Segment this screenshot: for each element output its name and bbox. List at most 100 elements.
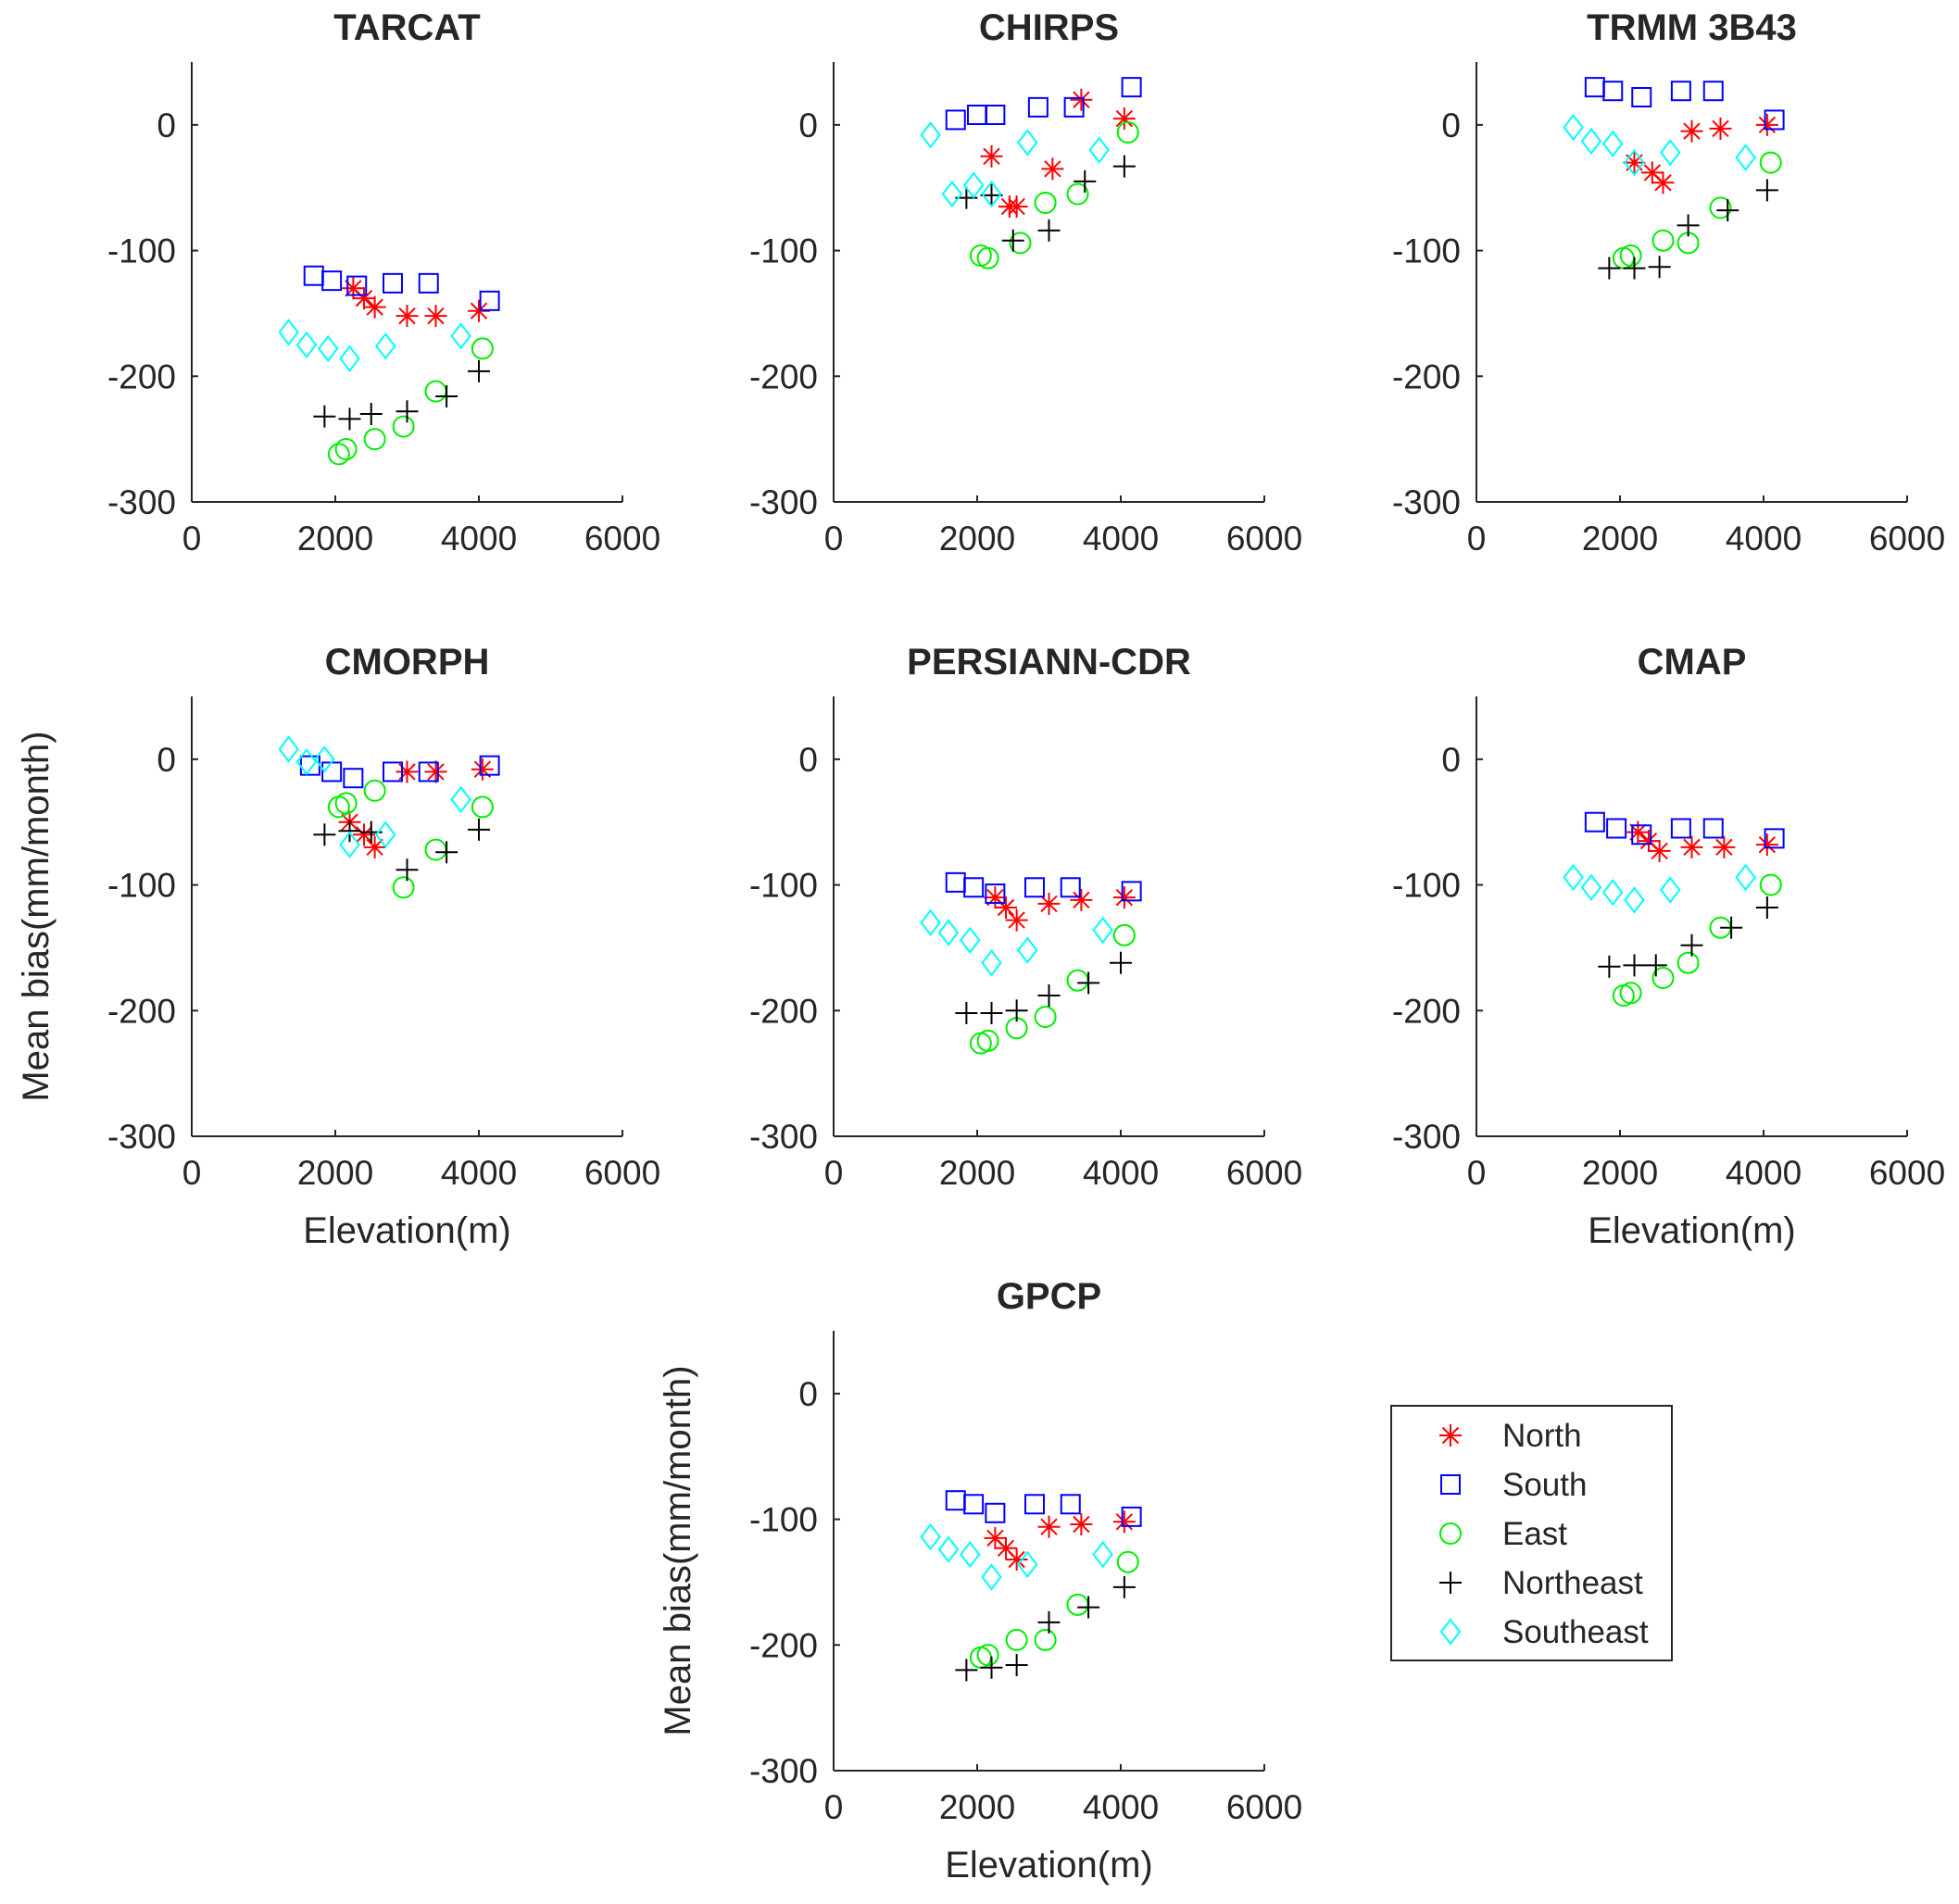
data-point-north [1005,1548,1028,1571]
x-tick-label: 6000 [1226,1788,1302,1826]
data-point-south [1060,1494,1081,1515]
data-point-northeast [1037,219,1061,242]
panel-title: TRMM 3B43 [1587,7,1797,48]
legend-label: East [1502,1516,1567,1552]
y-tick-label: -100 [107,867,176,905]
data-point-east [1759,873,1782,896]
series-south [303,265,500,311]
series-northeast [1598,896,1778,978]
y-tick-label: -100 [107,232,176,270]
data-point-north [1112,1510,1136,1534]
legend: North South East Northeast Southeast [1390,1405,1673,1661]
data-point-south [383,761,403,783]
data-point-east [1676,951,1700,974]
data-point-north [1112,107,1136,131]
data-point-north [1713,835,1736,858]
data-point-east [1116,121,1139,144]
data-point-south [303,265,324,286]
data-point-northeast [1598,955,1621,978]
data-point-east [1009,232,1032,255]
data-point-southeast [981,1563,1002,1591]
data-point-northeast [1037,1610,1061,1634]
data-point-southeast [450,322,471,350]
series-southeast [1563,863,1756,914]
data-point-northeast [1001,229,1024,252]
y-tick-label: -200 [107,357,176,395]
data-point-north [1070,1513,1093,1535]
series-southeast [920,1522,1113,1591]
data-point-northeast [313,405,336,428]
data-point-north [1005,195,1028,219]
data-point-southeast [941,180,963,208]
data-point-northeast [313,823,336,846]
series-north [984,886,1136,932]
series-northeast [1598,179,1778,280]
data-point-southeast [1016,936,1038,964]
data-point-south [1121,881,1142,902]
x-axis-label: Elevation(m) [945,1845,1153,1885]
y-tick-label: -300 [107,483,176,521]
data-point-south [1027,96,1049,118]
series-southeast [278,735,471,858]
data-point-south [963,877,985,898]
data-point-southeast [1601,879,1624,907]
data-point-northeast [338,407,361,431]
data-point-east [1066,1593,1089,1616]
series-east [1612,873,1782,1007]
x-tick-label: 6000 [1226,520,1302,557]
y-tick-label: -100 [1392,867,1461,905]
series-north [984,1510,1136,1571]
data-point-north [1651,171,1675,194]
y-tick-label: -100 [749,232,818,270]
y-tick-label: -300 [749,1752,818,1790]
data-point-northeast [338,820,361,843]
x-tick-label: 4000 [1083,1154,1159,1192]
x-tick-label: 2000 [939,520,1015,557]
x-tick-label: 0 [824,1788,844,1826]
data-point-southeast [1735,144,1756,171]
data-point-north [396,760,419,783]
north-marker [1439,1424,1462,1447]
data-point-northeast [1005,1654,1028,1676]
data-point-northeast [955,1659,978,1682]
y-tick-label: 0 [1441,106,1461,144]
data-point-south [1602,81,1624,102]
data-point-southeast [450,785,471,813]
data-point-southeast [1563,113,1584,142]
series-northeast [955,951,1132,1024]
data-point-east [1709,196,1732,219]
y-tick-label: -300 [1392,483,1461,521]
y-tick-label: -200 [107,992,176,1030]
data-point-south [945,871,966,893]
x-tick-label: 0 [1467,1154,1487,1192]
data-point-southeast [314,745,335,773]
y-tick-label: -100 [749,867,818,905]
legend-entry-southeast: Southeast [1439,1614,1649,1650]
data-point-northeast [1598,257,1621,280]
series-southeast [1563,113,1756,177]
data-point-northeast [1074,169,1097,193]
x-tick-label: 2000 [297,520,373,557]
data-point-north [1680,835,1703,858]
data-point-south [1764,109,1785,131]
data-point-northeast [359,403,383,425]
series-east [327,337,494,466]
data-point-northeast [396,400,419,423]
x-tick-label: 0 [182,520,202,557]
series-south [945,1490,1142,1527]
y-tick-label: -200 [1392,992,1461,1030]
data-point-north [424,760,447,783]
legend-entry-northeast: Northeast [1439,1565,1643,1601]
data-point-east [424,838,447,861]
panel-title: CMORPH [325,642,490,683]
data-point-north [468,299,490,322]
data-point-northeast [980,1002,1003,1024]
data-point-east [471,795,494,819]
y-tick-label: -200 [749,357,818,395]
data-point-south [1584,77,1605,98]
data-point-east [471,337,494,360]
data-point-northeast [468,818,490,841]
legend-entry-south: South [1440,1467,1587,1503]
data-point-east [424,380,447,403]
data-point-north [1005,908,1028,932]
